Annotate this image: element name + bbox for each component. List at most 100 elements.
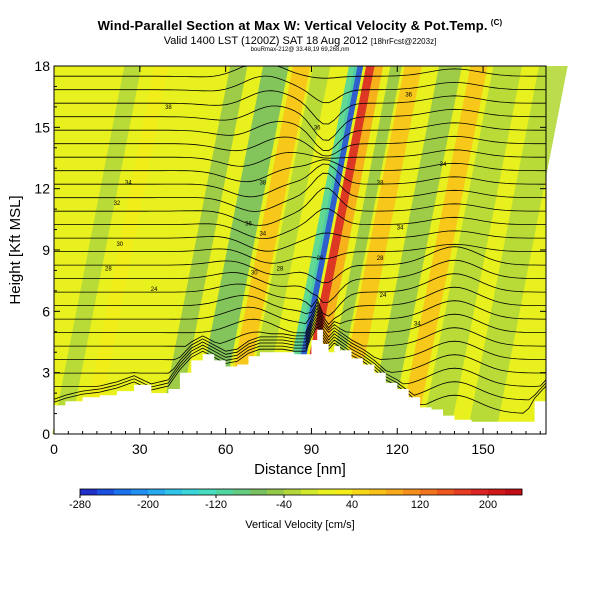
contour-labels: 38 34 32 30 28 24 38 36 34 30 28 26 36 38 34 28 24 34 34 36 xyxy=(105,93,447,328)
colorbar-swatch xyxy=(471,489,489,495)
theta-contour-line xyxy=(54,75,546,104)
y-tick-label: 0 xyxy=(42,426,50,442)
y-axis-label: Height [Kft MSL] xyxy=(7,195,24,304)
colorbar-frame xyxy=(79,488,523,496)
x-axis-label: Distance [nm] xyxy=(254,461,346,478)
colorbar-swatch xyxy=(386,489,404,495)
contour-label: 24 xyxy=(380,293,387,299)
contour-label: 38 xyxy=(377,181,384,187)
contour-label: 38 xyxy=(165,105,172,111)
x-tick-label: 30 xyxy=(132,441,148,457)
colorbar-swatch xyxy=(131,489,149,495)
colorbar-swatch xyxy=(437,489,455,495)
theta-contour-line xyxy=(54,313,547,361)
x-tick-label: 120 xyxy=(386,441,410,457)
chart-title: Wind-Parallel Section at Max W: Vertical… xyxy=(97,18,503,33)
colorbar-swatch xyxy=(454,489,472,495)
contour-label: 28 xyxy=(377,256,384,262)
contour-label: 26 xyxy=(317,256,324,262)
colorbar-swatch xyxy=(165,489,183,495)
contour-label: 36 xyxy=(245,221,252,227)
theta-contour-line xyxy=(54,319,547,387)
source-line: bouRmax-212@ 33.48,19 69,268,nm xyxy=(250,47,350,53)
x-tick-label: 0 xyxy=(50,441,58,457)
contour-label: 34 xyxy=(414,322,421,328)
colorbar-swatch xyxy=(267,489,285,495)
x-tick-label: 150 xyxy=(471,441,495,457)
velocity-band xyxy=(398,66,488,434)
colorbar-swatch xyxy=(369,489,387,495)
velocity-band xyxy=(52,66,142,434)
colorbar-tick-label: -120 xyxy=(205,499,227,511)
theta-contour-line xyxy=(54,243,546,264)
contour-label: 24 xyxy=(151,287,158,293)
theta-contour-line xyxy=(54,300,546,329)
contour-label: 34 xyxy=(125,181,132,187)
theta-contour-line xyxy=(54,90,546,125)
colorbar-label: Vertical Velocity [cm/s] xyxy=(245,519,354,531)
colorbar-swatch xyxy=(80,489,98,495)
x-tick-label: 60 xyxy=(218,441,234,457)
theta-contour-line xyxy=(54,316,547,374)
y-tick-label: 15 xyxy=(34,119,50,135)
contour-label: 34 xyxy=(259,232,266,238)
theta-contour-line xyxy=(54,159,546,183)
theta-contour-line xyxy=(54,121,546,152)
contour-label: 32 xyxy=(114,201,121,207)
theta-contour-line xyxy=(54,246,546,284)
theta-contour-line xyxy=(54,307,546,334)
terrain-fill xyxy=(54,329,546,434)
colorbar-tick-label: -200 xyxy=(137,499,159,511)
contour-label: 28 xyxy=(277,266,284,272)
contour-label: 38 xyxy=(259,181,266,187)
colorbar-swatch xyxy=(420,489,438,495)
colorbar-tick-label: -40 xyxy=(276,499,292,511)
theta-contour-line xyxy=(54,163,546,198)
theta-contour-line xyxy=(54,187,546,226)
colorbar-swatch xyxy=(182,489,200,495)
colorbar-swatch xyxy=(284,489,302,495)
theta-contour-line xyxy=(53,322,547,401)
y-tick-label: 12 xyxy=(34,181,50,197)
colorbar-swatch xyxy=(148,489,166,495)
contour-label: 28 xyxy=(105,266,112,272)
theta-contour-line xyxy=(54,135,546,157)
x-tick-label: 90 xyxy=(304,441,320,457)
theta-contour-line xyxy=(54,105,546,141)
theta-contour-line xyxy=(53,325,547,414)
colorbar-swatch xyxy=(505,489,523,495)
theta-contours xyxy=(53,65,547,414)
colorbar-tick-label: 200 xyxy=(479,499,497,511)
theta-contour-line xyxy=(54,259,546,303)
velocity-band xyxy=(241,66,331,434)
theta-contour-line xyxy=(54,230,546,252)
theta-contour-line xyxy=(54,273,546,317)
colorbar-swatch xyxy=(233,489,251,495)
theta-contour-line xyxy=(54,149,546,167)
colorbar-swatch xyxy=(488,489,506,495)
theta-contour-line xyxy=(54,208,546,240)
velocity-band xyxy=(467,66,568,434)
contour-label: 36 xyxy=(405,93,412,99)
colorbar-swatch xyxy=(199,489,217,495)
colorbar-tick-label: -280 xyxy=(69,499,91,511)
colorbar-swatch xyxy=(403,489,421,495)
colorbar: -280 -200 -120 -40 40 120 200 Vertical Velocity… xyxy=(69,488,523,531)
colorbar-swatch xyxy=(250,489,268,495)
contour-label: 30 xyxy=(116,242,123,248)
velocity-band xyxy=(221,66,311,434)
theta-contour-line xyxy=(54,310,546,347)
terrain xyxy=(54,329,546,434)
colorbar-swatch xyxy=(97,489,115,495)
contour-label: 36 xyxy=(314,125,321,131)
chart-subtitle: Valid 1400 LST (1200Z) SAT 18 Aug 2012 [… xyxy=(163,35,437,47)
colorbar-swatch xyxy=(114,489,132,495)
theta-contour-line xyxy=(54,65,546,79)
colorbar-swatch xyxy=(318,489,336,495)
colorbar-tick-label: 120 xyxy=(411,499,429,511)
colorbar-swatch xyxy=(335,489,353,495)
y-tick-label: 3 xyxy=(42,365,50,381)
title-mark: (C) xyxy=(490,18,503,27)
